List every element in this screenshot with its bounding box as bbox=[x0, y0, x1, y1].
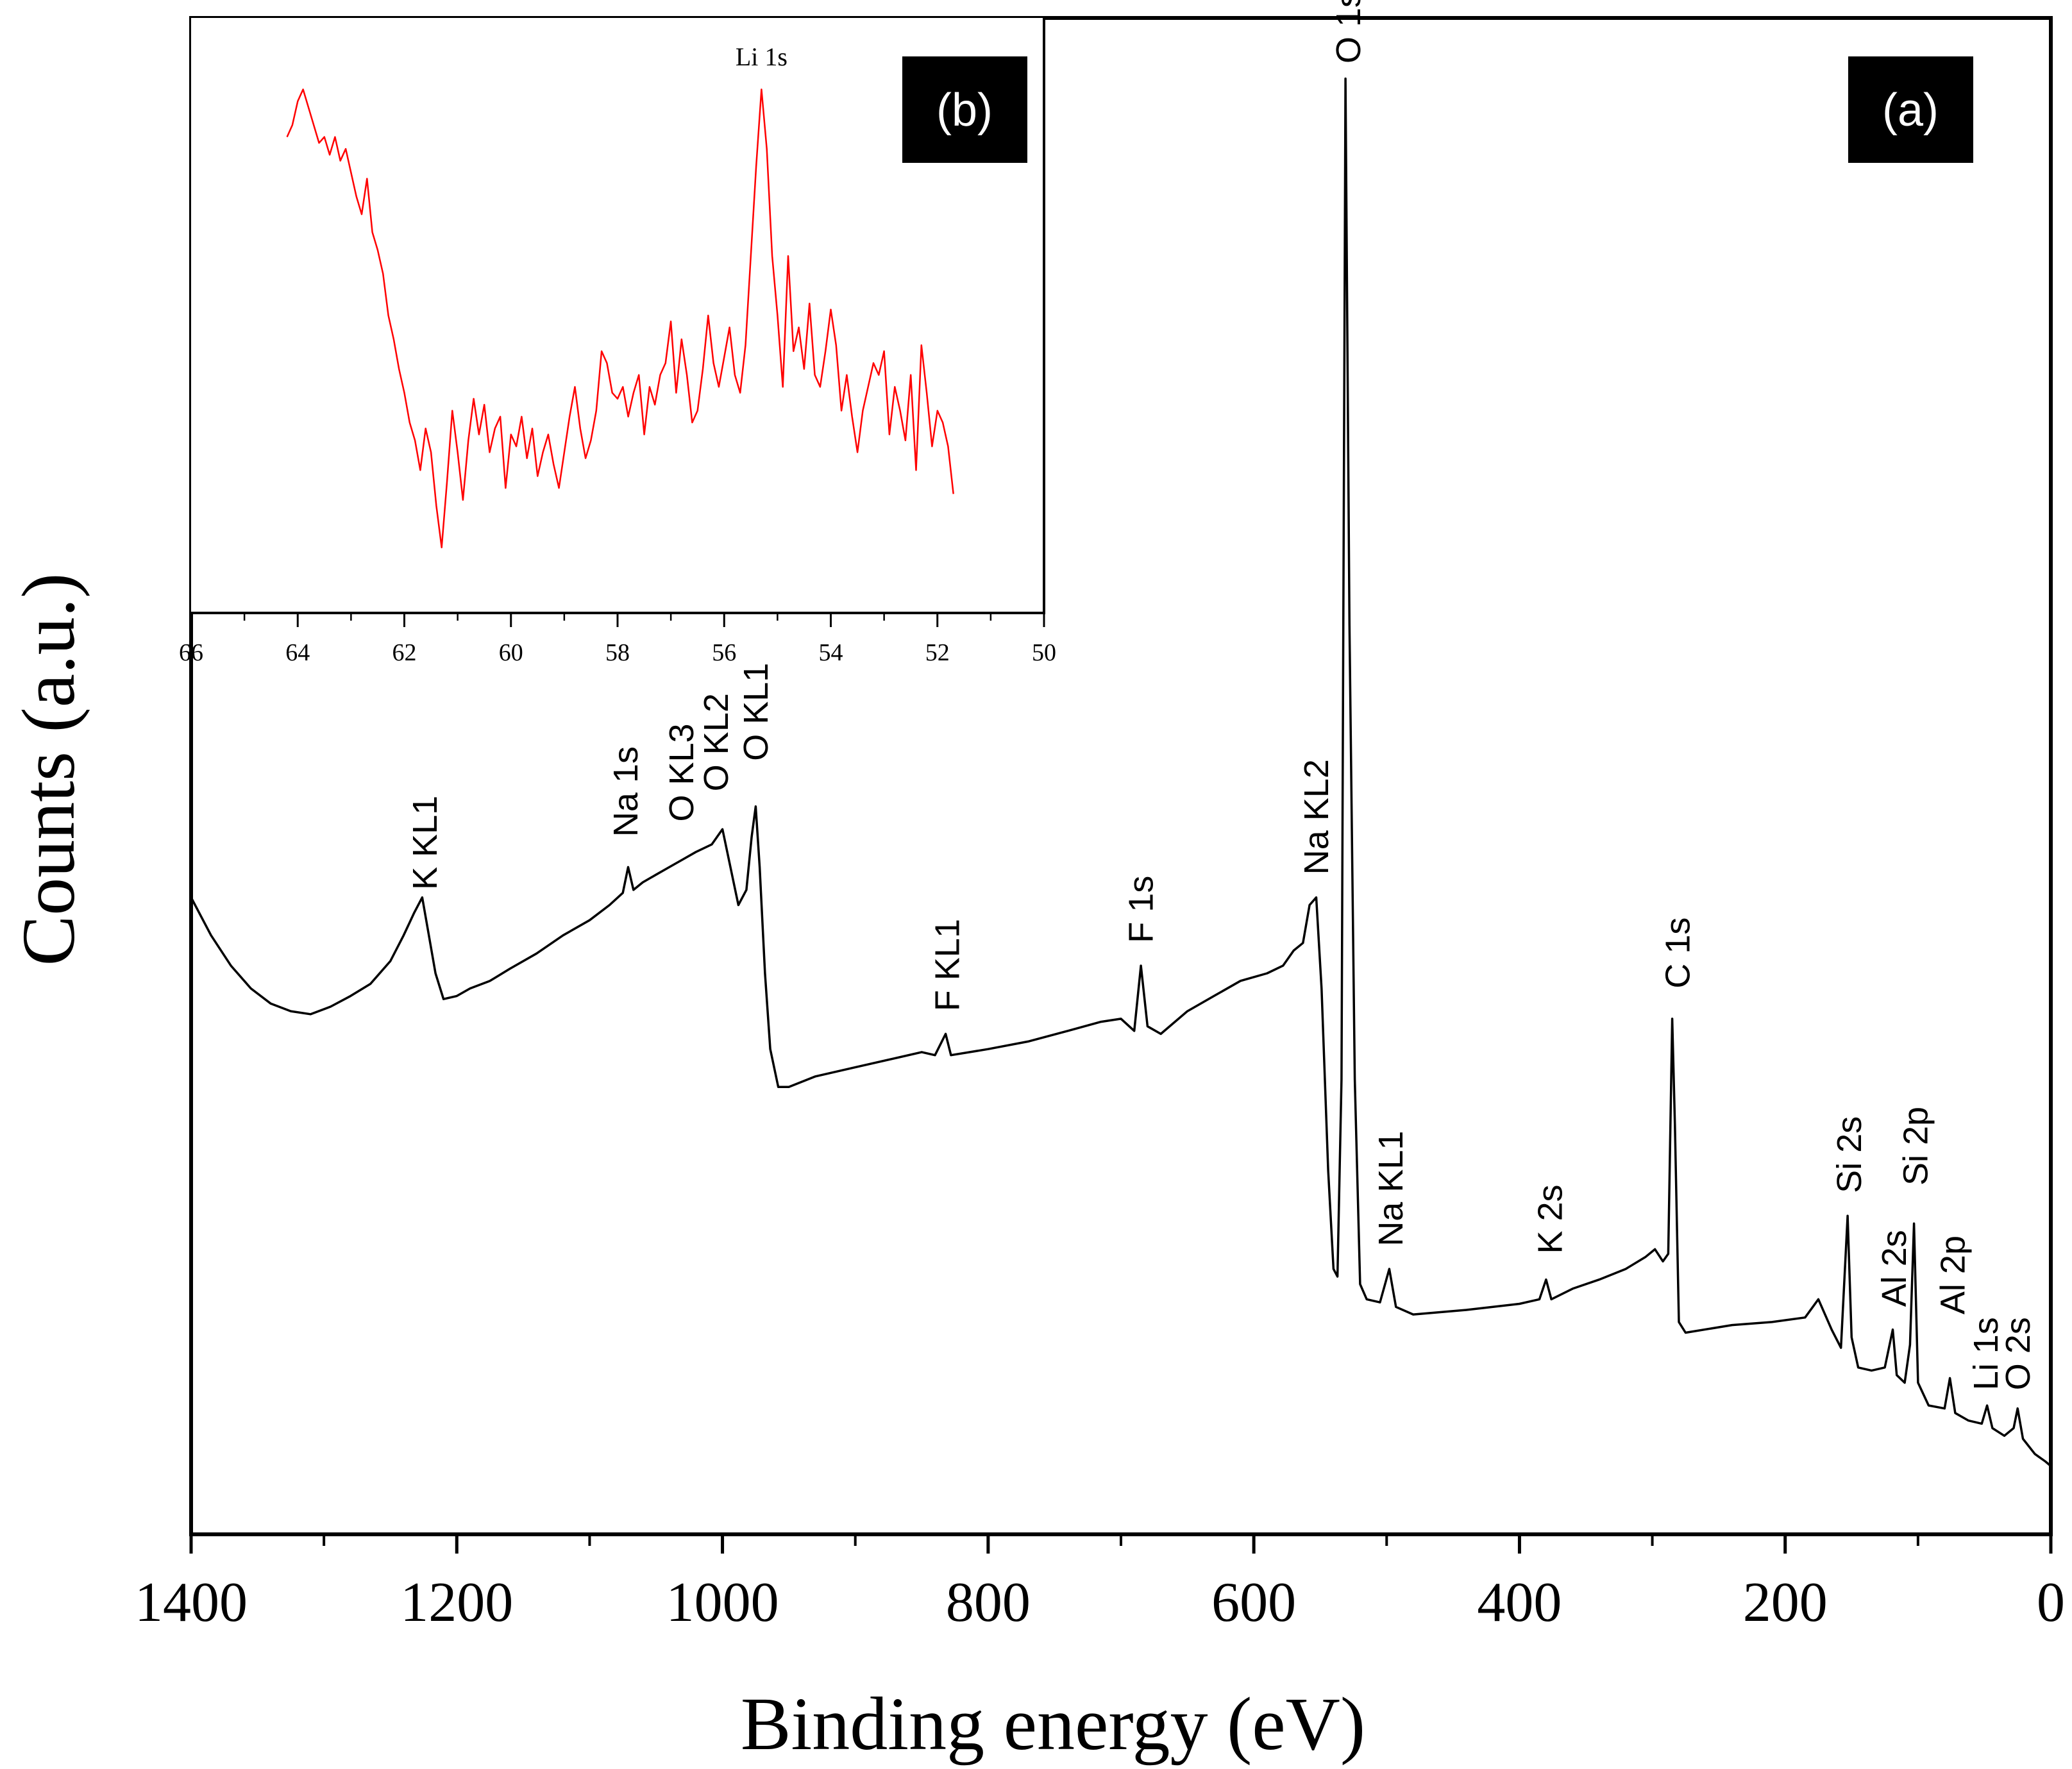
main-x-tick-label: 1000 bbox=[666, 1572, 779, 1634]
panel-a-label: (a) bbox=[1882, 85, 1939, 136]
inset-peak-label: Li 1s bbox=[736, 42, 788, 71]
main-peak-label: O 2s bbox=[1999, 1317, 2037, 1390]
inset-x-tick-label: 54 bbox=[819, 639, 843, 666]
main-peak-label: Na KL2 bbox=[1297, 759, 1336, 875]
main-x-tick-labels: 1400 1200 1000 800 600 400 200 0 bbox=[135, 1572, 2065, 1634]
inset-x-tick-label: 52 bbox=[925, 639, 950, 666]
main-peak-label: C 1s bbox=[1659, 918, 1697, 989]
main-peak-label: F KL1 bbox=[928, 919, 966, 1011]
main-x-tick-label: 0 bbox=[2037, 1572, 2065, 1634]
main-peak-label: Na KL1 bbox=[1372, 1131, 1410, 1246]
main-peak-label: Si 2s bbox=[1830, 1116, 1869, 1193]
main-x-tick-label: 800 bbox=[946, 1572, 1031, 1634]
inset-x-tick-label: 58 bbox=[605, 639, 630, 666]
inset-x-tick-label: 60 bbox=[499, 639, 523, 666]
main-peak-label: K 2s bbox=[1531, 1184, 1570, 1253]
main-x-tick-label: 200 bbox=[1743, 1572, 1828, 1634]
inset-x-tick-label: 64 bbox=[285, 639, 310, 666]
li1s-spectrum-line bbox=[286, 88, 954, 549]
inset-x-ticks bbox=[190, 613, 1045, 627]
main-peak-label: Na 1s bbox=[607, 746, 645, 837]
main-peak-label: K KL1 bbox=[406, 796, 444, 890]
survey-spectrum-line bbox=[190, 77, 2052, 1467]
main-peak-label: Al 2p bbox=[1933, 1236, 1972, 1314]
main-peak-label: Li 1s bbox=[1967, 1317, 2005, 1390]
inset-x-tick-label: 66 bbox=[179, 639, 203, 666]
main-peak-label: O KL1 bbox=[737, 663, 775, 761]
inset-x-tick-label: 62 bbox=[392, 639, 417, 666]
inset-chart: 66 64 62 60 58 56 54 52 50 Li 1s (b) bbox=[179, 18, 1056, 666]
main-peak-label: Al 2s bbox=[1875, 1230, 1914, 1307]
inset-x-tick-label: 50 bbox=[1032, 639, 1056, 666]
main-peak-label: O 1s bbox=[1329, 0, 1368, 63]
main-peak-label: Si 2p bbox=[1896, 1107, 1935, 1186]
inset-background bbox=[191, 18, 1043, 612]
inset-x-tick-label: 56 bbox=[712, 639, 736, 666]
y-axis-title: Counts (a.u.) bbox=[6, 573, 90, 966]
panel-b-label-box bbox=[902, 56, 1027, 163]
main-x-tick-label: 400 bbox=[1477, 1572, 1562, 1634]
panel-a-label-box bbox=[1848, 56, 1973, 163]
main-peak-label: F 1s bbox=[1122, 876, 1161, 943]
main-x-ticks bbox=[189, 1534, 2053, 1554]
main-x-tick-label: 600 bbox=[1211, 1572, 1296, 1634]
inset-x-tick-labels: 66 64 62 60 58 56 54 52 50 bbox=[179, 639, 1056, 666]
main-peak-label: O KL2 bbox=[697, 693, 736, 791]
main-peak-label: O KL3 bbox=[662, 723, 701, 821]
inset-peak-labels: Li 1s bbox=[736, 42, 788, 71]
x-axis-title: Binding energy (eV) bbox=[741, 1682, 1365, 1766]
main-x-tick-label: 1200 bbox=[400, 1572, 513, 1634]
main-x-tick-label: 1400 bbox=[135, 1572, 248, 1634]
panel-b-label: (b) bbox=[936, 85, 993, 136]
